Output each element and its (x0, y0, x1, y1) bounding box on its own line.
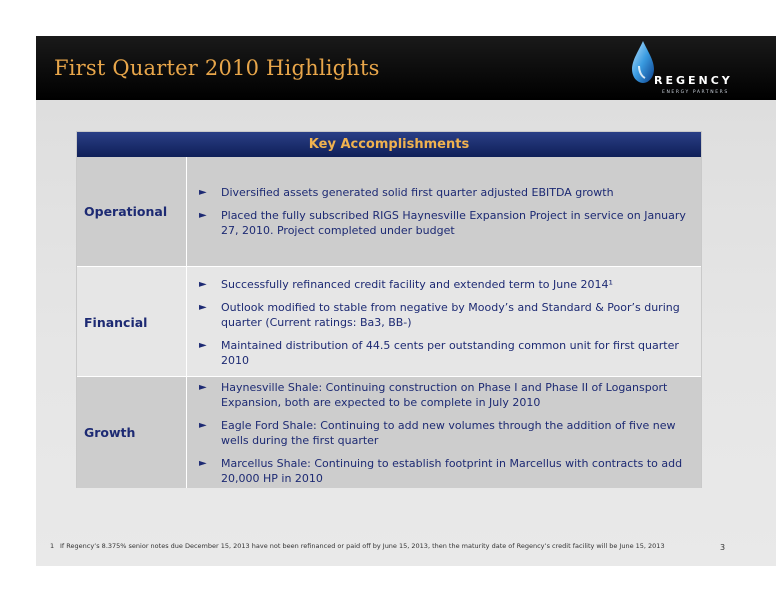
table-row-growth: Growth ► Haynesville Shale: Continuing c… (77, 376, 701, 488)
bullet-arrow-icon: ► (199, 339, 207, 351)
row-label: Growth (77, 377, 187, 488)
logo-wordmark: REGENCY (654, 74, 733, 87)
footnote-number: 1 (50, 542, 55, 550)
list-item: ► Haynesville Shale: Continuing construc… (199, 380, 695, 410)
slide: First Quarter 2010 Highlights REGENCY EN… (36, 36, 776, 566)
bullet-arrow-icon: ► (199, 210, 207, 221)
list-item-text: Haynesville Shale: Continuing constructi… (221, 380, 668, 409)
footnote: 1 If Regency’s 8.375% senior notes due D… (50, 542, 690, 551)
header-bar: First Quarter 2010 Highlights REGENCY EN… (36, 36, 776, 100)
list-item-text: Diversified assets generated solid first… (221, 186, 614, 199)
bullet-arrow-icon: ► (199, 187, 207, 198)
row-label: Financial (77, 267, 187, 377)
list-item-text: Eagle Ford Shale: Continuing to add new … (221, 418, 676, 447)
list-item: ► Eagle Ford Shale: Continuing to add ne… (199, 418, 695, 448)
list-item-text: Maintained distribution of 44.5 cents pe… (221, 338, 679, 367)
row-items: ► Haynesville Shale: Continuing construc… (199, 377, 695, 488)
bullet-arrow-icon: ► (199, 419, 207, 431)
list-item-text: Marcellus Shale: Continuing to establish… (221, 456, 683, 485)
row-items: ► Diversified assets generated solid fir… (199, 157, 695, 266)
table-row-financial: Financial ► Successfully refinanced cred… (77, 266, 701, 377)
list-item-text: Placed the fully subscribed RIGS Haynesv… (221, 209, 686, 237)
list-item: ► Diversified assets generated solid fir… (199, 185, 695, 200)
footnote-text: If Regency’s 8.375% senior notes due Dec… (60, 542, 665, 550)
accomplishments-table: Key Accomplishments Operational ► Divers… (76, 131, 702, 488)
logo-tagline: ENERGY PARTNERS (662, 90, 729, 95)
table-row-operational: Operational ► Diversified assets generat… (77, 157, 701, 266)
bullet-arrow-icon: ► (199, 457, 207, 469)
regency-logo: REGENCY ENERGY PARTNERS (628, 40, 740, 98)
row-items: ► Successfully refinanced credit facilit… (199, 267, 695, 377)
bullet-arrow-icon: ► (199, 381, 207, 393)
list-item-text: Successfully refinanced credit facility … (221, 277, 613, 291)
list-item: ► Maintained distribution of 44.5 cents … (199, 338, 695, 368)
list-item: ► Outlook modified to stable from negati… (199, 300, 695, 330)
list-item: ► Placed the fully subscribed RIGS Hayne… (199, 208, 695, 238)
list-item-text: Outlook modified to stable from negative… (221, 300, 680, 329)
page-number: 3 (720, 543, 726, 552)
table-heading: Key Accomplishments (77, 132, 701, 157)
bullet-arrow-icon: ► (199, 301, 207, 313)
bullet-arrow-icon: ► (199, 278, 207, 290)
list-item: ► Successfully refinanced credit facilit… (199, 277, 695, 292)
page-title: First Quarter 2010 Highlights (54, 56, 380, 80)
flame-drop-icon (632, 41, 654, 83)
row-label: Operational (77, 157, 187, 266)
list-item: ► Marcellus Shale: Continuing to establi… (199, 456, 695, 486)
